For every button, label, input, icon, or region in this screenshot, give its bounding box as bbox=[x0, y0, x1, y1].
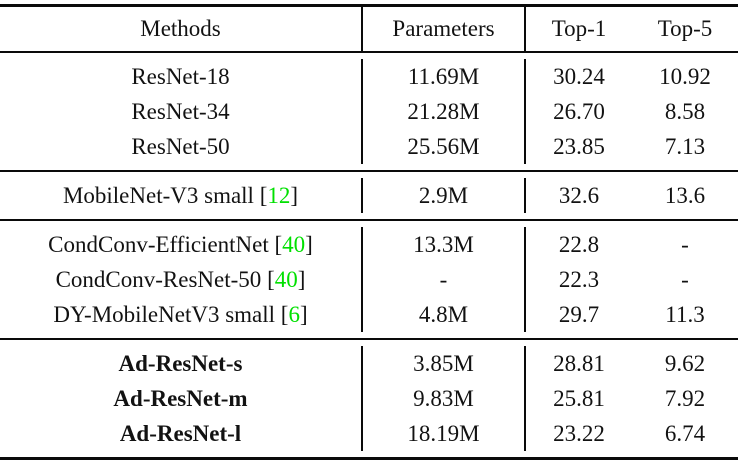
section-resnet-baselines: ResNet-18 11.69M 30.24 10.92 ResNet-34 2… bbox=[0, 53, 738, 170]
table-header-row: Methods Parameters Top-1 Top-5 bbox=[0, 7, 738, 51]
top5-cell: 7.13 bbox=[664, 134, 706, 159]
params-cell: 25.56M bbox=[363, 129, 526, 164]
citation-bracket-open: [ bbox=[274, 232, 283, 257]
method-cell: ResNet-50 bbox=[0, 129, 363, 164]
params-cell: 11.69M bbox=[363, 59, 526, 94]
citation-bracket-close: ] bbox=[305, 232, 313, 257]
method-cell: ResNet-18 bbox=[0, 59, 363, 94]
params-cell: 2.9M bbox=[363, 178, 526, 213]
bottom-rule bbox=[0, 457, 738, 460]
citation-bracket-open: [ bbox=[267, 267, 275, 292]
top1-cell: 22.8 bbox=[558, 232, 600, 257]
params-cell: 9.83M bbox=[363, 381, 526, 416]
method-cell: ResNet-34 bbox=[0, 94, 363, 129]
method-cell: DY-MobileNetV3 small [6] bbox=[0, 297, 363, 332]
citation-number: 12 bbox=[267, 183, 291, 208]
table-row: ResNet-34 21.28M 26.70 8.58 bbox=[0, 94, 738, 129]
top1-cell: 26.70 bbox=[553, 99, 605, 124]
method-name: Ad-ResNet-l bbox=[119, 421, 242, 446]
top1-cell: 29.7 bbox=[558, 302, 600, 327]
citation-number: 40 bbox=[282, 232, 306, 257]
top1-cell: 25.81 bbox=[553, 386, 605, 411]
method-name: ResNet-50 bbox=[131, 134, 230, 159]
method-cell: Ad-ResNet-l bbox=[0, 416, 363, 451]
table-row: ResNet-18 11.69M 30.24 10.92 bbox=[0, 59, 738, 94]
method-cell: CondConv-ResNet-50 [40] bbox=[0, 262, 363, 297]
top5-cell: - bbox=[681, 267, 689, 292]
method-name: CondConv-ResNet-50 bbox=[55, 267, 262, 292]
section-rule bbox=[0, 338, 738, 340]
citation-bracket-open: [ bbox=[259, 183, 268, 208]
method-name: MobileNet-V3 small bbox=[62, 183, 254, 208]
citation-number: 6 bbox=[288, 302, 300, 327]
table-row: Ad-ResNet-m 9.83M 25.81 7.92 bbox=[0, 381, 738, 416]
table-row: CondConv-ResNet-50 [40] - 22.3 - bbox=[0, 262, 738, 297]
top5-cell: 11.3 bbox=[665, 302, 705, 327]
method-cell: Ad-ResNet-m bbox=[0, 381, 363, 416]
citation: [6] bbox=[281, 302, 308, 327]
top1-cell: 28.81 bbox=[553, 351, 605, 376]
top1-cell: 30.24 bbox=[553, 64, 605, 89]
header-top1: Top-1 bbox=[526, 7, 632, 51]
table-row: Ad-ResNet-s 3.85M 28.81 9.62 bbox=[0, 346, 738, 381]
top-rule bbox=[0, 4, 738, 7]
section-rule bbox=[0, 170, 738, 172]
table-row: ResNet-50 25.56M 23.85 7.13 bbox=[0, 129, 738, 164]
method-name: Ad-ResNet-m bbox=[113, 386, 248, 411]
header-top1-label: Top-1 bbox=[551, 16, 607, 41]
citation-bracket-open: [ bbox=[280, 302, 289, 327]
header-methods-label: Methods bbox=[140, 16, 221, 41]
top1-cell: 22.3 bbox=[558, 267, 600, 292]
table-row: DY-MobileNetV3 small [6] 4.8M 29.7 11.3 bbox=[0, 297, 738, 332]
method-name: ResNet-34 bbox=[131, 99, 230, 124]
params-cell: 4.8M bbox=[363, 297, 526, 332]
header-rule bbox=[0, 51, 738, 53]
citation-number: 40 bbox=[274, 267, 298, 292]
method-name: ResNet-18 bbox=[131, 64, 230, 89]
params-cell: 13.3M bbox=[363, 227, 526, 262]
top5-cell: 13.6 bbox=[664, 183, 706, 208]
method-name: DY-MobileNetV3 small bbox=[53, 302, 276, 327]
section-condconv: CondConv-EfficientNet [40] 13.3M 22.8 - … bbox=[0, 221, 738, 338]
method-cell: Ad-ResNet-s bbox=[0, 346, 363, 381]
params-cell: 21.28M bbox=[363, 94, 526, 129]
method-cell: CondConv-EfficientNet [40] bbox=[0, 227, 363, 262]
params-cell: 3.85M bbox=[363, 346, 526, 381]
top1-cell: 23.22 bbox=[553, 421, 605, 446]
citation-bracket-close: ] bbox=[297, 267, 306, 292]
table-row: Ad-ResNet-l 18.19M 23.22 6.74 bbox=[0, 416, 738, 451]
citation: [40] bbox=[275, 232, 313, 257]
header-parameters: Parameters bbox=[363, 7, 526, 51]
header-top5: Top-5 bbox=[632, 7, 738, 51]
top5-cell: 8.58 bbox=[664, 99, 706, 124]
top5-cell: 10.92 bbox=[659, 64, 711, 89]
section-ad-resnet: Ad-ResNet-s 3.85M 28.81 9.62 Ad-ResNet-m… bbox=[0, 340, 738, 457]
table-row: MobileNet-V3 small [12] 2.9M 32.6 13.6 bbox=[0, 178, 738, 213]
top5-cell: 9.62 bbox=[664, 351, 706, 376]
section-mobilenet: MobileNet-V3 small [12] 2.9M 32.6 13.6 bbox=[0, 172, 738, 219]
method-name: CondConv-EfficientNet bbox=[48, 232, 269, 257]
top5-cell: 7.92 bbox=[664, 386, 706, 411]
params-cell: 18.19M bbox=[363, 416, 526, 451]
citation-bracket-close: ] bbox=[290, 183, 299, 208]
citation: [12] bbox=[260, 183, 298, 208]
top5-cell: - bbox=[681, 232, 689, 257]
top1-cell: 23.85 bbox=[553, 134, 605, 159]
method-name: Ad-ResNet-s bbox=[118, 351, 243, 376]
top5-cell: 6.74 bbox=[664, 421, 706, 446]
params-cell: - bbox=[363, 262, 526, 297]
table-row: CondConv-EfficientNet [40] 13.3M 22.8 - bbox=[0, 227, 738, 262]
top1-cell: 32.6 bbox=[558, 183, 600, 208]
header-top5-label: Top-5 bbox=[657, 16, 713, 41]
method-cell: MobileNet-V3 small [12] bbox=[0, 178, 363, 213]
citation-bracket-close: ] bbox=[299, 302, 308, 327]
header-parameters-label: Parameters bbox=[392, 16, 495, 41]
section-rule bbox=[0, 219, 738, 221]
header-methods: Methods bbox=[0, 7, 363, 51]
citation: [40] bbox=[267, 267, 305, 292]
